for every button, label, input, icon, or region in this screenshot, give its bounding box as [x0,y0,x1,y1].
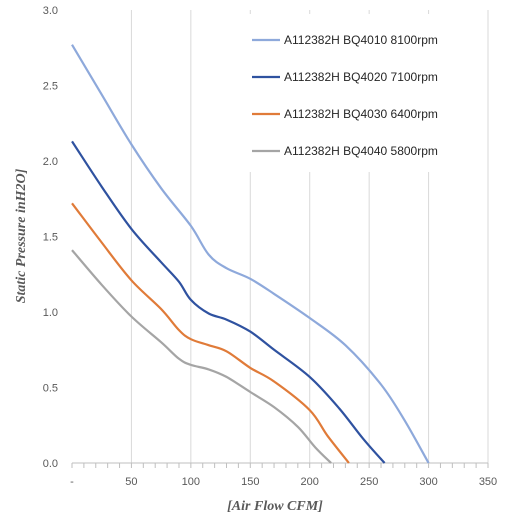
legend-label-3: A112382H BQ4030 6400rpm [284,107,438,121]
x-tick-label: 200 [301,476,319,488]
legend-box [240,14,486,172]
y-axis-title: Static Pressure inH2O] [14,168,29,303]
x-tick-label: - [70,476,74,488]
series-lines [71,44,430,464]
series-line-2 [71,140,386,464]
x-tick-label: 250 [360,476,378,488]
legend: A112382H BQ4010 8100rpm A112382H BQ4020 7… [240,14,486,172]
x-axis-ticks: - 50 100 150 200 250 300 350 [70,463,497,488]
y-axis-ticks: 0.0 0.5 1.0 1.5 2.0 2.5 3.0 [43,5,58,470]
x-axis-title: [Air Flow CFM] [227,499,323,514]
series-line-1 [71,44,430,464]
series-line-4 [71,249,332,464]
x-tick-label: 100 [182,476,200,488]
series-line-3 [71,202,350,464]
y-tick-label: 0.0 [43,458,58,470]
x-tick-label: 50 [125,476,137,488]
y-tick-label: 2.0 [43,156,58,168]
y-tick-label: 1.5 [43,232,58,244]
x-tick-label: 150 [241,476,259,488]
y-tick-label: 0.5 [43,383,58,395]
y-tick-label: 1.0 [43,307,58,319]
x-tick-label: 300 [419,476,437,488]
y-tick-label: 2.5 [43,81,58,93]
legend-label-1: A112382H BQ4010 8100rpm [284,33,438,47]
legend-label-2: A112382H BQ4020 7100rpm [284,70,438,84]
legend-label-4: A112382H BQ4040 5800rpm [284,144,438,158]
y-tick-label: 3.0 [43,5,58,17]
x-tick-label: 350 [479,476,497,488]
